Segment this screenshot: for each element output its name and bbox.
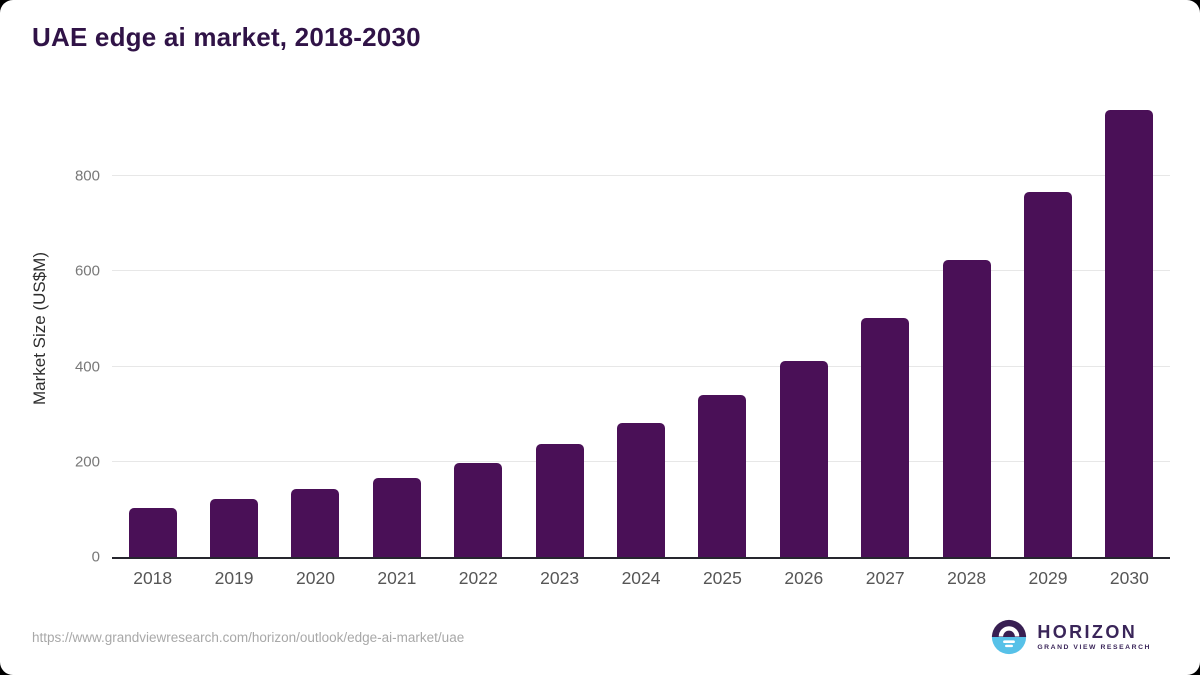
x-tick-2029: 2029 bbox=[1028, 568, 1068, 588]
bar-slot-2029 bbox=[1007, 100, 1088, 557]
bar-2025 bbox=[698, 394, 747, 557]
x-tick-2018: 2018 bbox=[133, 568, 173, 588]
bar-slot-2018 bbox=[112, 100, 193, 557]
logo-text: HORIZON GRAND VIEW RESEARCH bbox=[1037, 623, 1151, 651]
x-tick-2025: 2025 bbox=[702, 568, 742, 588]
bar-slot-2023 bbox=[519, 100, 600, 557]
y-tick-0: 0 bbox=[91, 548, 100, 566]
logo-name: HORIZON bbox=[1037, 622, 1138, 643]
logo-subtitle: GRAND VIEW RESEARCH bbox=[1037, 643, 1151, 651]
x-tick-2022: 2022 bbox=[458, 568, 498, 588]
gridline-600 bbox=[112, 270, 1170, 272]
bar-2029 bbox=[1023, 192, 1072, 557]
x-tick-2027: 2027 bbox=[865, 568, 905, 588]
bar-slot-2027 bbox=[845, 100, 926, 557]
x-tick-2021: 2021 bbox=[377, 568, 417, 588]
x-axis-ticks: 2018 2019 2020 2021 2022 2023 2024 2025 2026 2027… bbox=[112, 568, 1170, 589]
bar-2021 bbox=[372, 477, 421, 557]
x-tick-2019: 2019 bbox=[214, 568, 254, 588]
plot-area bbox=[112, 100, 1170, 559]
bar-2026 bbox=[779, 361, 828, 557]
y-axis-ticks: 0 200 400 600 800 bbox=[0, 100, 100, 566]
gridline-400 bbox=[112, 365, 1170, 367]
bar-2020 bbox=[291, 489, 340, 557]
x-tick-2030: 2030 bbox=[1109, 568, 1149, 588]
bar-2028 bbox=[942, 260, 991, 557]
x-tick-2023: 2023 bbox=[540, 568, 580, 588]
y-tick-800: 800 bbox=[74, 167, 100, 185]
bar-2019 bbox=[210, 499, 259, 557]
y-tick-600: 600 bbox=[74, 262, 100, 280]
bar-slot-2020 bbox=[275, 100, 356, 557]
y-tick-400: 400 bbox=[74, 358, 100, 376]
bar-series bbox=[112, 100, 1170, 557]
x-tick-2026: 2026 bbox=[784, 568, 824, 588]
bar-slot-2024 bbox=[600, 100, 681, 557]
bar-slot-2026 bbox=[763, 100, 844, 557]
bar-slot-2021 bbox=[356, 100, 437, 557]
bar-2030 bbox=[1105, 110, 1154, 557]
chart-title: UAE edge ai market, 2018-2030 bbox=[32, 22, 421, 52]
bar-2022 bbox=[454, 462, 503, 557]
bar-slot-2022 bbox=[438, 100, 519, 557]
source-url: https://www.grandviewresearch.com/horizo… bbox=[32, 630, 465, 645]
bar-2024 bbox=[617, 423, 666, 557]
bar-2018 bbox=[128, 507, 177, 557]
bar-2023 bbox=[535, 444, 584, 557]
x-tick-2024: 2024 bbox=[621, 568, 661, 588]
bar-slot-2028 bbox=[926, 100, 1007, 557]
x-tick-2028: 2028 bbox=[947, 568, 987, 588]
bar-2027 bbox=[861, 317, 910, 557]
bar-slot-2019 bbox=[193, 100, 274, 557]
x-tick-2020: 2020 bbox=[296, 568, 335, 588]
horizon-sun-over-water-icon bbox=[992, 619, 1027, 655]
gridline-800 bbox=[112, 175, 1170, 177]
horizon-logo: HORIZON GRAND VIEW RESEARCH bbox=[990, 618, 1151, 656]
bar-slot-2030 bbox=[1089, 100, 1170, 557]
y-tick-200: 200 bbox=[74, 453, 100, 471]
bar-slot-2025 bbox=[682, 100, 763, 557]
